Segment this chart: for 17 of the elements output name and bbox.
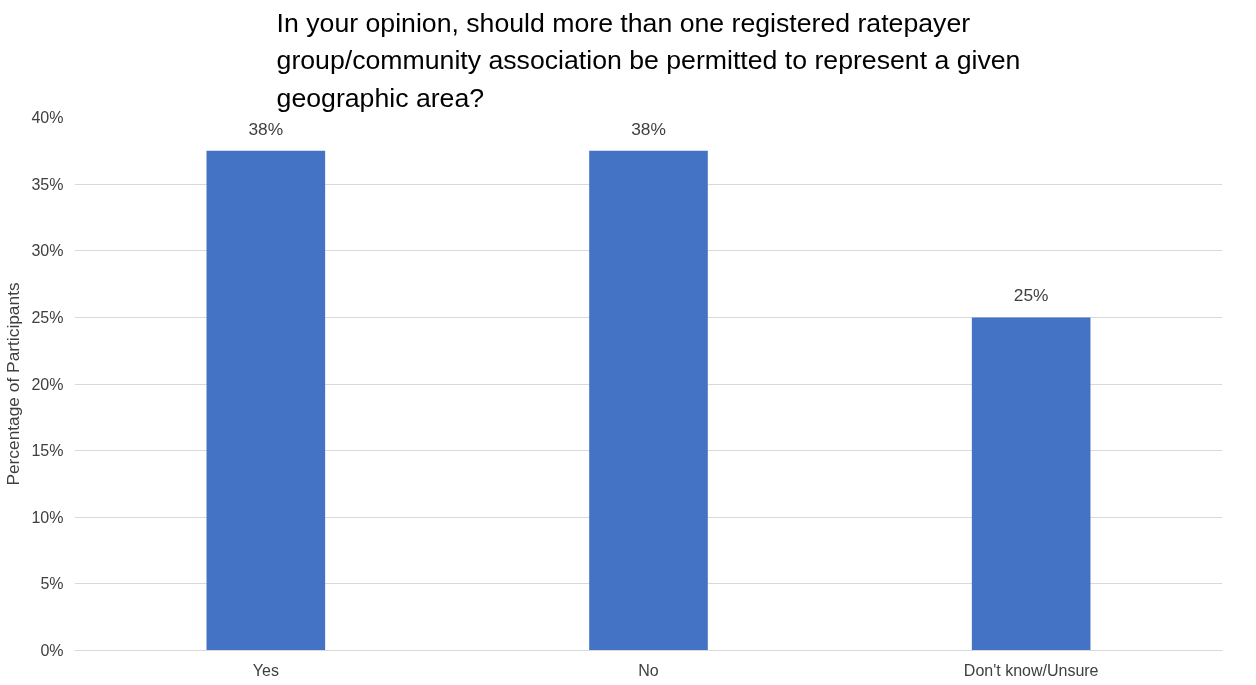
y-tick-label: 30% (31, 242, 64, 260)
y-tick-label: 40% (31, 109, 64, 126)
y-tick-label: 15% (31, 442, 64, 460)
y-tick-label: 25% (31, 308, 64, 326)
data-label: 38% (631, 118, 666, 139)
x-tick-label: No (638, 661, 659, 679)
y-tick-label: 0% (40, 642, 64, 659)
y-tick-label: 20% (31, 375, 64, 393)
x-tick-label: Don't know/Unsure (963, 661, 1099, 679)
data-label: 25% (1013, 285, 1049, 306)
y-tick-label: 5% (40, 575, 64, 593)
y-tick-label: 35% (31, 175, 64, 193)
data-label: 38% (248, 118, 284, 139)
chart-title: In your opinion, should more than one registered ratepayer group/community association be permitted to represent a given geographic area? (276, 7, 1021, 113)
x-tick-label: Yes (252, 661, 279, 679)
y-tick-label: 10% (31, 508, 64, 526)
y-axis-title: Percentage of Participants (3, 282, 24, 486)
